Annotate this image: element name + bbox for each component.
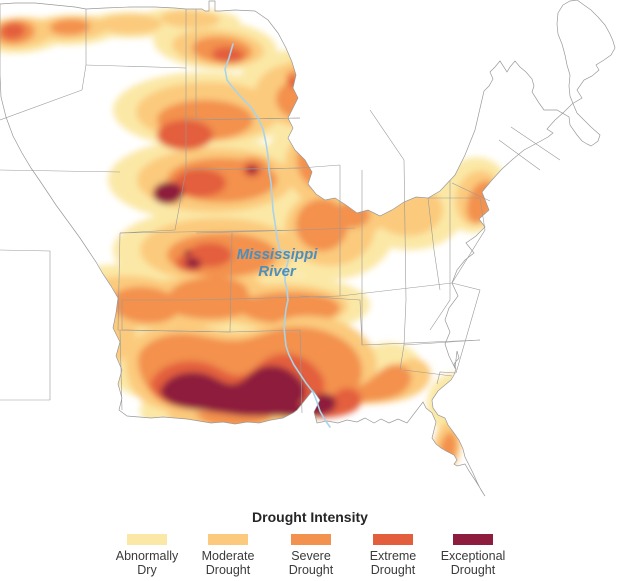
svg-text:Drought Intensity: Drought Intensity	[252, 509, 368, 525]
svg-text:Mississippi: Mississippi	[237, 246, 319, 263]
svg-text:River: River	[258, 263, 297, 280]
svg-text:Abnormally: Abnormally	[116, 549, 179, 563]
svg-text:Exceptional: Exceptional	[441, 549, 506, 563]
svg-text:Severe: Severe	[291, 549, 331, 563]
svg-text:Drought: Drought	[289, 563, 334, 577]
svg-text:Dry: Dry	[137, 563, 157, 577]
svg-text:Extreme: Extreme	[370, 549, 417, 563]
svg-text:Moderate: Moderate	[202, 549, 255, 563]
svg-text:Drought: Drought	[371, 563, 416, 577]
svg-text:Drought: Drought	[206, 563, 251, 577]
svg-text:Drought: Drought	[451, 563, 496, 577]
